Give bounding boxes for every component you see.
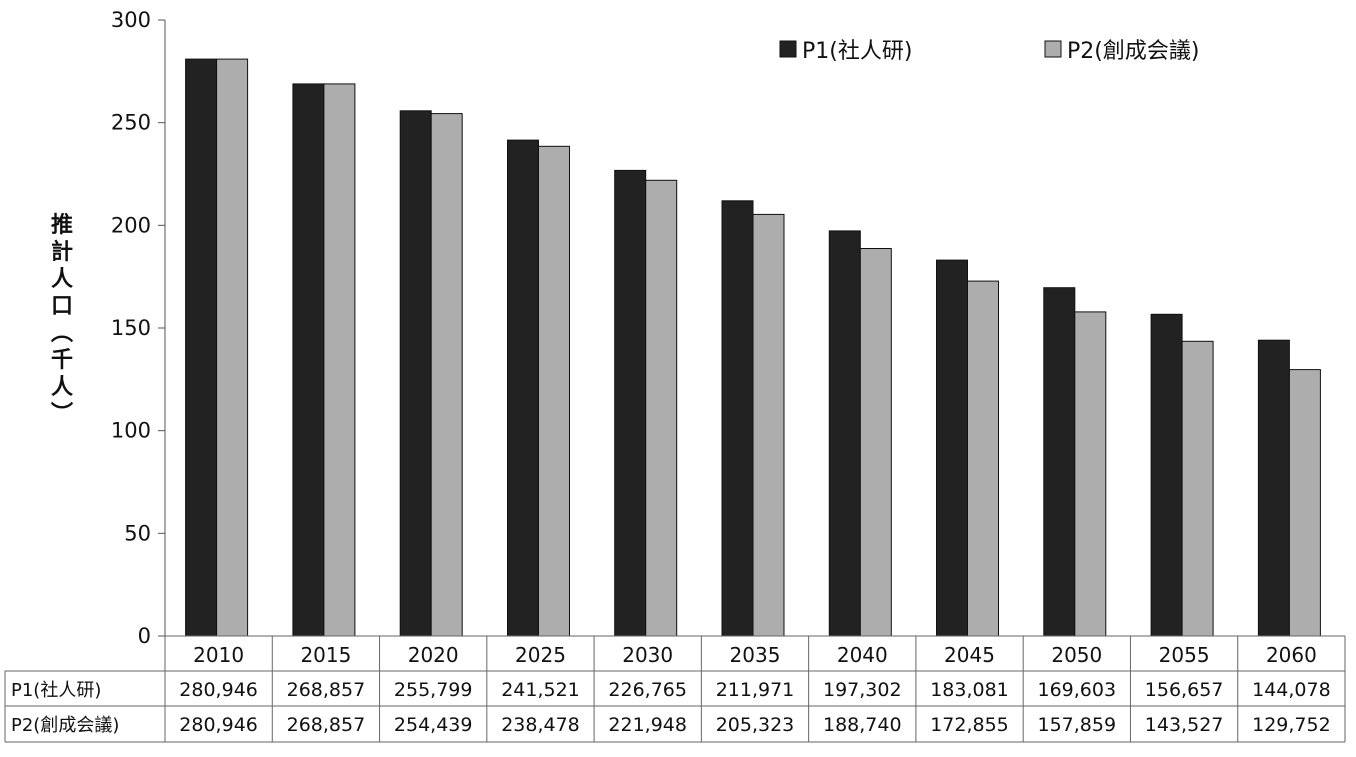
- bar-s2-2040: [859, 248, 892, 637]
- x-category-label: 2030: [622, 643, 673, 667]
- legend-swatch-s1: [779, 40, 797, 58]
- bar-s1-2045: [936, 259, 968, 637]
- bar-s1-2015: [292, 83, 325, 637]
- bar-s1-2055: [1150, 313, 1183, 637]
- bar-s2-2035: [752, 213, 785, 637]
- table-cell-value: 156,657: [1145, 679, 1224, 701]
- x-category-label: 2035: [730, 643, 781, 667]
- table-cell-value: 226,765: [608, 679, 687, 701]
- x-category-label: 2025: [515, 643, 566, 667]
- y-tick-label: 300: [111, 8, 151, 32]
- bar-s2-2050: [1074, 311, 1107, 637]
- table-cell-value: 221,948: [608, 714, 687, 736]
- table-cell-value: 172,855: [930, 714, 1009, 736]
- table-row-header: P1(社人研): [11, 680, 101, 701]
- x-category-label: 2010: [193, 643, 244, 667]
- x-category-label: 2045: [944, 643, 995, 667]
- table-cell-value: 129,752: [1252, 714, 1331, 736]
- bar-s1-2030: [614, 169, 647, 637]
- y-tick-label: 0: [138, 624, 151, 648]
- bar-s1-2060: [1257, 339, 1290, 637]
- table-cell-value: 280,946: [179, 714, 258, 736]
- bar-s1-2040: [828, 230, 861, 637]
- y-tick-label: 100: [111, 419, 151, 443]
- bar-s1-2020: [399, 110, 432, 637]
- bar-s2-2055: [1181, 340, 1214, 637]
- table-cell-value: 268,857: [287, 714, 366, 736]
- bar-s1-2050: [1043, 287, 1076, 637]
- legend-label-s1: P1(社人研): [802, 39, 912, 64]
- bar-s2-2060: [1288, 369, 1321, 637]
- legend-swatch-s2: [1044, 40, 1062, 58]
- x-category-label: 2060: [1266, 643, 1317, 667]
- x-category-label: 2050: [1051, 643, 1102, 667]
- x-category-label: 2055: [1159, 643, 1210, 667]
- y-tick-label: 250: [111, 111, 151, 135]
- table-cell-value: 238,478: [501, 714, 580, 736]
- table-cell-value: 211,971: [716, 679, 795, 701]
- table-cell-value: 197,302: [823, 679, 902, 701]
- x-category-label: 2040: [837, 643, 888, 667]
- table-cell-value: 188,740: [823, 714, 902, 736]
- bar-s2-2025: [538, 145, 570, 637]
- table-cell-value: 169,603: [1038, 679, 1117, 701]
- table-row-header: P2(創成会議): [11, 715, 119, 736]
- y-axis-title-text: 推計人口︵千人︶: [51, 213, 73, 427]
- table-cell-value: 183,081: [930, 679, 1009, 701]
- bars-layer: [185, 58, 1321, 637]
- table-cell-value: 255,799: [394, 679, 473, 701]
- x-category-label: 2020: [408, 643, 459, 667]
- table-cell-value: 241,521: [501, 679, 580, 701]
- bar-s2-2020: [430, 113, 463, 637]
- y-axis: 0 50 100 150 200 250 300: [111, 8, 166, 648]
- x-category-label: 2015: [300, 643, 351, 667]
- bar-s2-2015: [323, 83, 356, 637]
- bar-s2-2010: [216, 58, 249, 637]
- table-cell-value: 157,859: [1038, 714, 1117, 736]
- table-cell-value: 254,439: [394, 714, 473, 736]
- y-axis-title: 推計人口︵千人︶: [51, 213, 73, 427]
- table-cell-value: 280,946: [179, 679, 258, 701]
- bar-s1-2010: [185, 58, 218, 637]
- table-cell-value: 143,527: [1145, 714, 1224, 736]
- legend: P1(社人研) P2(創成会議): [779, 39, 1199, 64]
- bar-s2-2030: [645, 179, 678, 637]
- bar-s2-2045: [967, 280, 999, 637]
- y-tick-label: 200: [111, 213, 151, 237]
- data-table: 2010 2015 2020 2025 2030 2035 2040 2045 2050 2055…: [4, 635, 1346, 743]
- table-cell-value: 205,323: [716, 714, 795, 736]
- bar-s1-2035: [721, 200, 754, 637]
- legend-label-s2: P2(創成会議): [1067, 39, 1199, 64]
- table-cell-value: 144,078: [1252, 679, 1331, 701]
- y-tick-label: 150: [111, 316, 151, 340]
- y-tick-label: 50: [124, 521, 151, 545]
- table-cell-value: 268,857: [287, 679, 366, 701]
- bar-s1-2025: [507, 139, 539, 637]
